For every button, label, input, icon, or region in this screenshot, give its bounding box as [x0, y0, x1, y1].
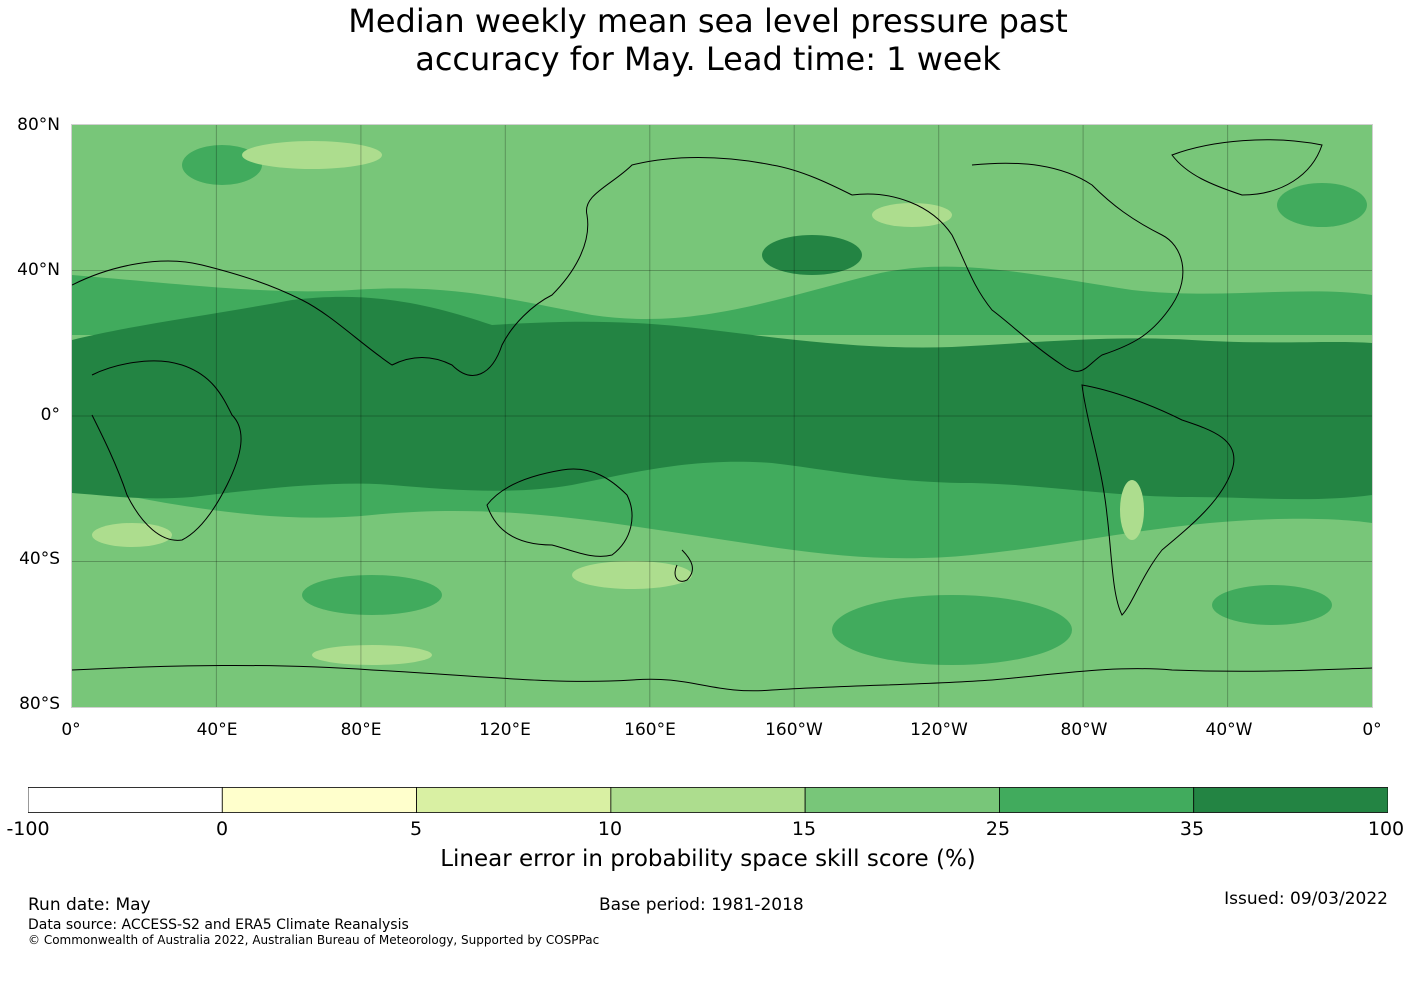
lon-label-160e: 160°E [624, 720, 676, 740]
issued-date: Issued: 09/03/2022 [1224, 889, 1388, 909]
colorbar-tick-neg100: -100 [6, 818, 50, 840]
title-line-2: accuracy for May. Lead time: 1 week [415, 40, 1001, 78]
colorbar-segment-6 [1193, 787, 1388, 813]
colorbar-label: Linear error in probability space skill … [440, 846, 976, 872]
lon-label-40e: 40°E [196, 720, 238, 740]
lon-label-120e: 120°E [479, 720, 531, 740]
coast-south-america [1081, 384, 1235, 616]
lon-label-160w: 160°W [765, 720, 823, 740]
run-date: Run date: May [28, 895, 151, 915]
copyright: © Commonwealth of Australia 2022, Austra… [28, 933, 600, 947]
patch-light-alaska [872, 203, 952, 227]
patch-light-antarctic [312, 645, 432, 665]
colorbar [28, 787, 1388, 813]
lat-label-40s: 40°S [19, 549, 60, 569]
colorbar-segment-1 [221, 787, 417, 813]
lat-label-80n: 80°N [17, 115, 60, 135]
colorbar-segment-4 [804, 787, 1000, 813]
coast-north-america [851, 162, 1184, 372]
patch-southern-indian [302, 575, 442, 615]
lon-label-0-left: 0° [61, 720, 81, 740]
coast-new-zealand [674, 549, 693, 582]
coast-australia [486, 468, 633, 557]
colorbar-svg [28, 787, 1388, 813]
patch-greenland [1277, 183, 1367, 227]
coast-eurasia [72, 157, 853, 376]
colorbar-segment-3 [610, 787, 806, 813]
graticule [72, 125, 1372, 707]
title-line-1: Median weekly mean sea level pressure pa… [348, 2, 1068, 40]
skill-score-map [71, 124, 1373, 708]
colorbar-tick-10: 10 [597, 818, 623, 840]
zone-tropics [72, 296, 1372, 500]
colorbar-segment-0 [28, 787, 223, 813]
patch-light-andes [1120, 480, 1144, 540]
colorbar-tick-35: 35 [1179, 818, 1205, 840]
patch-southern-pacific [832, 595, 1072, 665]
patch-light-siberia [242, 141, 382, 169]
coastlines [72, 139, 1372, 692]
colorbar-tick-5: 5 [409, 818, 423, 840]
base-period: Base period: 1981-2018 [599, 895, 804, 915]
lat-label-80s: 80°S [19, 694, 60, 714]
coast-greenland [1171, 139, 1323, 196]
lat-label-0: 0° [40, 405, 60, 425]
colorbar-tick-15: 15 [791, 818, 817, 840]
coast-antarctica [72, 664, 1372, 692]
lon-label-40w: 40°W [1205, 720, 1253, 740]
colorbar-segment-2 [416, 787, 612, 813]
coast-africa [91, 360, 242, 541]
colorbar-tick-25: 25 [985, 818, 1011, 840]
map-svg [72, 125, 1372, 707]
patch-light-tasman [572, 561, 692, 589]
lon-label-120w: 120°W [910, 720, 968, 740]
patch-north-pacific [762, 235, 862, 275]
map-title: Median weekly mean sea level pressure pa… [0, 0, 1416, 78]
patch-southern-atlantic [1212, 585, 1332, 625]
colorbar-tick-100: 100 [1367, 818, 1405, 840]
lat-label-40n: 40°N [17, 260, 60, 280]
lon-label-80e: 80°E [340, 720, 382, 740]
colorbar-tick-0: 0 [215, 818, 229, 840]
lon-label-0-right: 0° [1362, 720, 1382, 740]
colorbar-segment-5 [999, 787, 1195, 813]
lon-label-80w: 80°W [1060, 720, 1108, 740]
data-source: Data source: ACCESS-S2 and ERA5 Climate … [28, 917, 409, 933]
